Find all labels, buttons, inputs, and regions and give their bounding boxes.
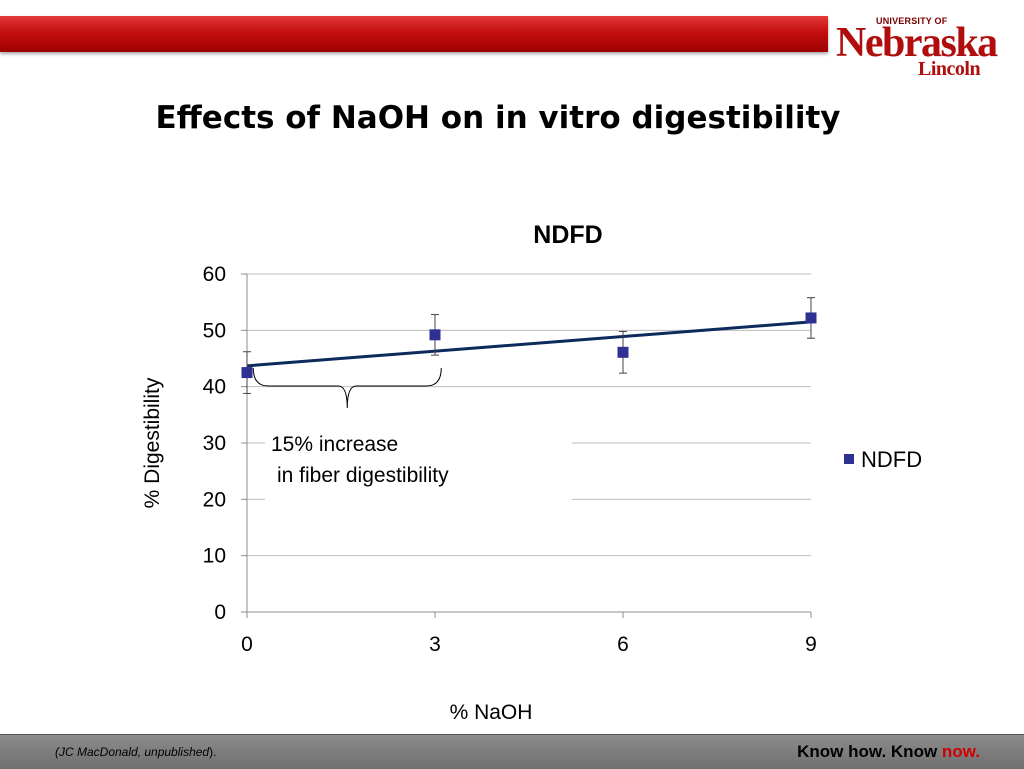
data-point-1 [429,329,441,341]
chart-legend: NDFD [844,447,922,472]
data-point-2 [617,346,629,358]
x-tick-label-3: 3 [429,633,441,656]
y-tick-label-40: 40 [203,376,226,399]
chart-title: NDFD [533,221,602,249]
annotation-line-2: in fiber digestibility [277,464,449,487]
header-red-bar [0,16,828,52]
tagline-main: Know how. Know [797,742,942,761]
data-point-3 [805,312,817,324]
x-axis-label: % NaOH [450,701,533,724]
legend-label: NDFD [861,447,922,472]
footer-bar: (JC MacDonald, unpublished). Know how. K… [0,734,1024,769]
logo-campus-text: Lincoln [918,58,981,80]
chart-gridlines [247,273,811,557]
legend-marker [844,454,854,464]
chart-error-bars [243,297,815,394]
y-tick-label-10: 10 [203,545,226,568]
x-tick-label-9: 9 [805,633,817,656]
y-tick-label-0: 0 [214,601,226,624]
citation: (JC MacDonald, unpublished). [55,745,216,759]
trendline [246,320,812,368]
chart-points [241,312,817,379]
data-point-0 [241,367,253,379]
logo-university-text: UNIVERSITY OF [876,16,948,26]
x-tick-label-6: 6 [617,633,629,656]
tagline-accent: now. [941,742,980,761]
citation-text: (JC MacDonald, unpublished [55,745,210,759]
chart-annotation: 15% increase in fiber digestibility [252,367,449,487]
slide-title: Effects of NaOH on in vitro digestibilit… [155,100,841,136]
annotation-brace [252,367,442,409]
y-axis-label: % Digestibility [141,377,164,508]
university-logo: UNIVERSITY OF Nebraska Lincoln [834,12,998,82]
y-tick-label-20: 20 [203,488,226,511]
chart-axes [241,273,812,618]
chart-tick-labels: 0 10 20 30 40 50 60 0 3 6 9 [203,263,817,656]
y-tick-label-30: 30 [203,432,226,455]
chart-trendline [246,320,812,368]
annotation-line-1: 15% increase [271,433,398,456]
tagline: Know how. Know now. [797,742,980,762]
y-tick-label-50: 50 [203,319,226,342]
logo-name-text: Nebraska [836,20,998,66]
ndfd-chart: NDFD 0 10 20 30 40 50 60 0 3 6 9 15% increase in f… [141,221,922,724]
citation-suffix: ). [209,745,217,759]
y-tick-label-60: 60 [203,263,226,286]
x-tick-label-0: 0 [241,633,253,656]
